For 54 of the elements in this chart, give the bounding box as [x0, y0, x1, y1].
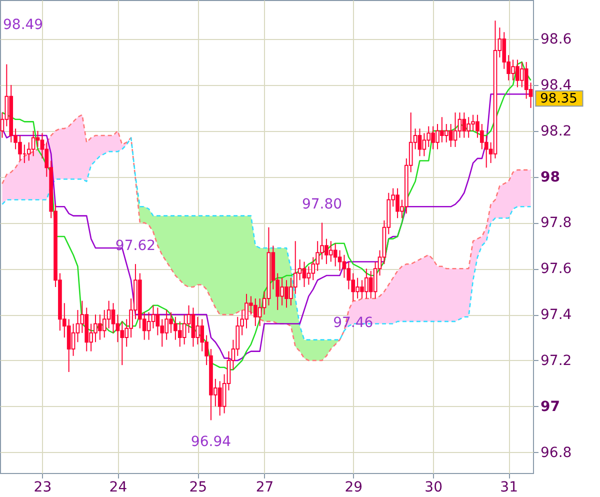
candlestick [418, 128, 422, 157]
candlestick [191, 307, 196, 348]
y-tick-label: 97 [540, 398, 560, 415]
y-tick-label: 98.4 [540, 77, 572, 94]
x-tick-label: 25 [189, 480, 208, 496]
candlestick [120, 320, 124, 366]
y-tick-label: 97.4 [540, 307, 572, 324]
candlestick [306, 266, 311, 286]
candlestick [151, 304, 156, 329]
candlestick [302, 261, 306, 288]
annotation: 97.46 [333, 314, 374, 331]
x-tick-label: 29 [344, 480, 363, 496]
annotation: 98.49 [3, 17, 44, 33]
candlestick [448, 123, 453, 148]
candlestick [462, 112, 466, 138]
y-tick-label: 96.8 [540, 444, 572, 461]
candlestick [426, 126, 431, 148]
annotation: 97.62 [115, 238, 156, 254]
y-tick-label: 98.2 [540, 123, 572, 140]
candlestick [102, 309, 106, 338]
x-tick-label: 24 [109, 480, 128, 496]
x-tick-label: 27 [256, 480, 274, 496]
candlestick [218, 380, 222, 416]
y-tick-label: 97.8 [540, 215, 572, 232]
candlestick [338, 250, 342, 272]
annotation: 97.80 [302, 196, 342, 213]
text: 98.35 [540, 91, 578, 106]
y-tick-label: 98.6 [540, 32, 572, 48]
candlestick [258, 298, 262, 327]
candlestick [146, 312, 151, 340]
candlestick [346, 261, 351, 290]
candlestick [196, 316, 200, 345]
x-tick-label: 23 [34, 480, 52, 496]
candlestick [368, 270, 373, 299]
candlestick [71, 323, 76, 356]
annotation: 96.94 [190, 434, 232, 450]
candlestick [333, 242, 338, 267]
y-tick-label: 98 [540, 169, 560, 186]
candlestick [458, 112, 462, 138]
candlestick [26, 142, 31, 162]
x-tick-label: 30 [424, 480, 442, 496]
candlestick [422, 132, 426, 157]
candlestick [156, 307, 160, 336]
x-tick-label: 31 [500, 480, 518, 496]
candlestick [342, 254, 346, 278]
candlestick [106, 300, 111, 329]
candlestick [182, 314, 186, 345]
y-tick-label: 97.6 [540, 261, 572, 278]
candlestick [66, 318, 71, 372]
candlestick [524, 61, 528, 100]
candlestick [111, 302, 116, 334]
y-tick-label: 97.2 [540, 352, 572, 369]
candlestick [453, 112, 458, 148]
candlestick [484, 134, 488, 168]
